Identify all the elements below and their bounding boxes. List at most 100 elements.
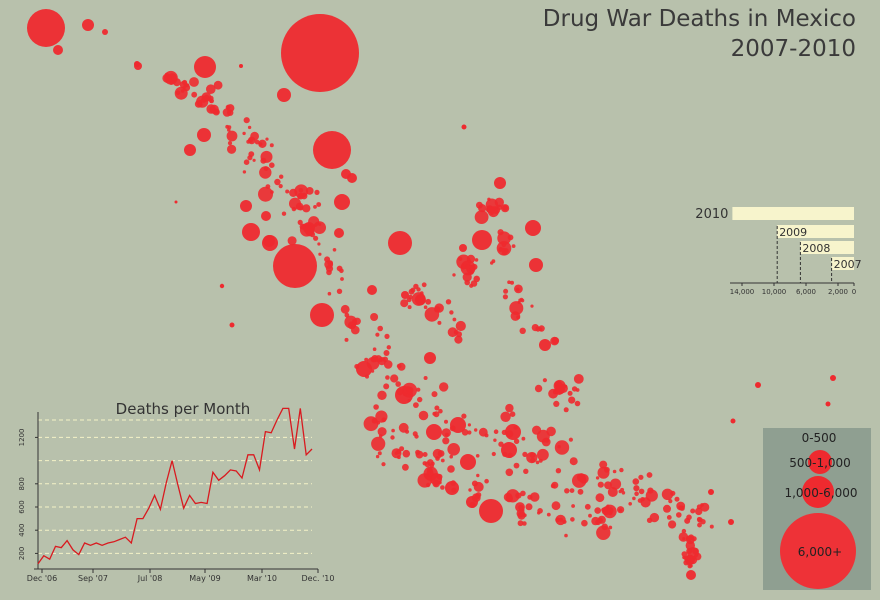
map-bubble — [447, 443, 461, 456]
map-bubble — [619, 467, 624, 473]
map-bubble — [510, 280, 514, 285]
map-bubble — [316, 202, 322, 207]
map-bubble — [399, 446, 405, 452]
map-bubble — [461, 413, 467, 419]
map-bubble — [370, 369, 375, 373]
map-bubble — [184, 144, 196, 156]
map-bubble — [695, 507, 703, 516]
map-bubble — [494, 177, 506, 189]
map-bubble — [555, 468, 562, 474]
map-bubble — [201, 92, 212, 102]
map-bubble — [551, 501, 561, 511]
map-bubble — [258, 139, 267, 148]
map-bubble — [493, 429, 499, 435]
map-bubble — [588, 513, 592, 518]
map-bubble — [452, 273, 456, 277]
map-bubble — [454, 335, 463, 344]
map-bubble — [497, 231, 511, 245]
map-bubble — [522, 451, 528, 457]
line-chart-x-tick-label: Sep '07 — [78, 574, 108, 583]
map-bubble — [517, 300, 521, 304]
map-bubble — [53, 45, 63, 55]
line-chart-x-tick-label: Mar '10 — [247, 574, 277, 583]
map-bubble — [484, 433, 489, 438]
map-bubble — [197, 128, 211, 142]
map-bubble — [542, 378, 548, 383]
map-bubble — [434, 405, 440, 411]
map-bubble — [567, 390, 573, 396]
map-bubble — [537, 508, 543, 514]
map-bubble — [577, 488, 584, 495]
map-bubble — [530, 304, 534, 308]
map-bubble — [728, 519, 734, 525]
map-bubble — [415, 450, 424, 459]
map-bubble — [263, 235, 275, 247]
map-bubble — [640, 497, 645, 502]
map-bubble — [206, 84, 216, 94]
map-bubble — [189, 77, 199, 87]
year-bar-label: 2010 — [695, 207, 728, 222]
line-chart-y-tick-label: 800 — [18, 477, 26, 490]
map-bubble — [462, 272, 472, 282]
year-bar-tick-label: 10,000 — [762, 288, 787, 296]
map-bubble — [501, 247, 506, 252]
map-bubble — [596, 525, 611, 540]
map-bubble — [484, 478, 489, 484]
year-bar-2010 — [732, 207, 854, 220]
map-bubble — [313, 205, 317, 209]
map-bubble — [687, 563, 693, 569]
map-bubble — [413, 283, 419, 290]
map-bubble — [353, 317, 361, 325]
map-bubble — [466, 254, 476, 264]
map-bubble — [229, 322, 235, 328]
map-bubble — [327, 291, 332, 296]
map-bubble — [376, 421, 381, 425]
map-bubble — [554, 440, 570, 455]
map-bubble — [472, 230, 492, 250]
map-bubble — [27, 9, 65, 47]
map-bubble — [395, 381, 402, 387]
map-bubble — [313, 131, 351, 169]
size-legend-bubble-6000-plus — [780, 513, 856, 589]
map-bubble — [569, 457, 578, 466]
map-bubble — [618, 508, 623, 512]
map-bubble — [681, 551, 688, 557]
map-bubble — [260, 157, 267, 164]
map-bubble — [700, 519, 706, 525]
map-bubble — [364, 357, 369, 362]
map-bubble — [608, 525, 613, 530]
line-chart-y-tick-label: 1200 — [18, 428, 26, 446]
map-bubble — [383, 360, 393, 369]
map-bubble — [298, 188, 304, 193]
map-bubble — [310, 303, 334, 327]
map-bubble — [517, 520, 524, 527]
map-bubble — [410, 287, 416, 293]
map-bubble — [607, 487, 618, 497]
map-bubble — [252, 158, 256, 162]
size-legend-bubble-500-1000 — [808, 450, 832, 474]
map-bubble — [174, 200, 178, 204]
map-bubble — [530, 457, 536, 463]
bubble-map — [27, 9, 836, 580]
map-bubble — [471, 263, 478, 270]
map-bubble — [474, 428, 478, 432]
deaths-per-month-line — [37, 407, 313, 565]
map-bubble — [247, 125, 252, 130]
map-bubble — [402, 463, 409, 471]
map-bubble — [505, 468, 514, 477]
map-bubble — [390, 435, 395, 440]
map-bubble — [513, 425, 518, 430]
map-bubble — [394, 451, 398, 455]
map-bubble — [449, 425, 456, 432]
year-bar-label: 2009 — [779, 226, 807, 239]
map-bubble — [423, 305, 428, 310]
map-bubble — [467, 423, 471, 427]
map-bubble — [541, 437, 551, 447]
map-bubble — [537, 448, 549, 461]
map-bubble — [285, 189, 290, 194]
map-bubble — [467, 430, 472, 435]
map-bubble — [474, 210, 489, 225]
map-bubble — [206, 104, 216, 114]
map-bubble — [327, 260, 334, 266]
map-bubble — [401, 291, 409, 299]
